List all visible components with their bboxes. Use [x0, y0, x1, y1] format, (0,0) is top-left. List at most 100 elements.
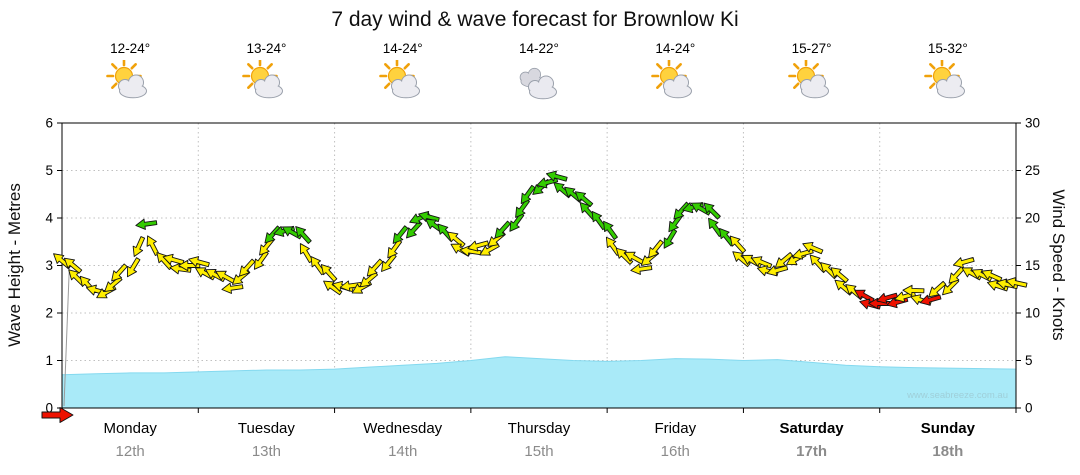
wind-arrow — [574, 191, 594, 208]
wind-arrow-glyph — [630, 263, 653, 275]
wind-arrow-glyph — [820, 262, 838, 280]
wind-arrow — [494, 220, 511, 239]
cloud-part — [938, 85, 964, 97]
day-date: 12th — [115, 443, 145, 460]
sun-ray — [792, 63, 800, 70]
wave-height-line — [61, 356, 1017, 376]
sun-ray — [111, 82, 118, 89]
day-name: Saturday — [779, 420, 844, 437]
wind-arrow-glyph — [729, 235, 747, 254]
wind-arrow-glyph — [447, 231, 466, 248]
start-marker-arrow-glyph — [41, 407, 74, 423]
wind-arrow — [603, 220, 618, 240]
wind-arrow — [919, 294, 942, 306]
temperature-range: 14-24° — [382, 41, 423, 56]
wind-arrow — [545, 170, 568, 182]
sun-ray — [675, 63, 683, 70]
wind-arrow — [876, 292, 898, 304]
wind-arrow-glyph — [928, 280, 947, 298]
temperature-range: 15-32° — [927, 41, 968, 56]
wind-arrow-glyph — [392, 225, 409, 244]
sun-behind-cloud-icon — [378, 58, 420, 99]
weather-icon — [103, 58, 157, 106]
left-axis-tick-label: 0 — [45, 401, 53, 416]
sun-ray — [656, 82, 663, 89]
temperature-range: 15-27° — [791, 41, 832, 56]
right-axis-title: Wind Speed - Knots — [1049, 189, 1068, 341]
wind-arrow-glyph — [876, 292, 898, 304]
wind-arrow-glyph — [169, 263, 192, 275]
wind-arrow — [63, 257, 83, 274]
wind-arrow — [952, 257, 975, 269]
wind-arrow — [630, 263, 653, 275]
weather-icon — [921, 58, 975, 106]
sun-behind-cloud-icon — [106, 58, 148, 99]
wind-arrow-glyph — [127, 257, 141, 278]
wind-arrow — [320, 264, 338, 282]
wind-arrow-glyph — [135, 218, 158, 230]
day-name: Monday — [103, 420, 157, 437]
day-date: 15th — [524, 443, 554, 460]
wind-arrow — [732, 251, 751, 268]
wind-arrow-glyph — [703, 202, 721, 220]
day-name: Thursday — [507, 420, 571, 437]
wind-arrow — [366, 258, 384, 277]
wind-arrow — [766, 265, 789, 277]
wind-arrow-glyph — [264, 225, 281, 244]
left-axis-title: Wave Height - Metres — [5, 183, 24, 347]
wind-arrow — [406, 220, 423, 239]
cloud-part — [801, 85, 828, 97]
temperature-range: 13-24° — [246, 41, 287, 56]
wind-arrow-glyph — [188, 256, 210, 268]
start-marker-arrow — [41, 407, 74, 423]
wind-arrow — [264, 225, 281, 244]
wind-arrow-glyph — [239, 258, 256, 277]
sun-ray — [948, 63, 955, 70]
wind-arrow-glyph — [732, 251, 751, 268]
sun-ray — [130, 63, 138, 70]
sun-ray — [247, 82, 254, 89]
cloud-part — [530, 86, 556, 98]
cloud-part — [120, 85, 146, 97]
wind-arrow — [830, 267, 849, 284]
sun-behind-cloud-icon — [242, 58, 284, 99]
cloud — [254, 74, 284, 99]
wind-arrow-glyph — [774, 252, 794, 268]
clouds-icon — [519, 67, 557, 100]
sun-ray — [928, 63, 936, 70]
wind-arrow-glyph — [615, 247, 634, 265]
wind-arrow-glyph — [295, 226, 312, 244]
wind-arrow — [751, 256, 773, 269]
sun-ray — [383, 63, 391, 70]
sun-ray — [792, 82, 800, 89]
weather-icon — [512, 60, 566, 106]
wind-arrow-glyph — [919, 294, 942, 306]
wind-arrow — [467, 240, 490, 252]
wind-arrow-glyph — [751, 256, 773, 269]
sun-ray — [403, 63, 410, 70]
cloud — [799, 74, 829, 99]
chart-title: 7 day wind & wave forecast for Brownlow … — [331, 8, 739, 31]
temperature-range: 12-24° — [110, 41, 151, 56]
wind-arrow — [902, 284, 925, 297]
wind-arrow-glyph — [792, 248, 814, 260]
cloud — [935, 74, 965, 99]
day-name: Tuesday — [237, 420, 295, 437]
sun-ray — [111, 63, 118, 70]
wind-arrow-glyph — [802, 241, 824, 255]
wind-arrow-glyph — [221, 282, 244, 294]
wind-arrow — [135, 218, 158, 230]
wind-arrow — [648, 239, 664, 259]
day-name: Friday — [654, 420, 697, 437]
wind-arrow — [111, 263, 128, 282]
right-axis-tick-label: 5 — [1025, 353, 1033, 368]
wind-arrow-glyph — [603, 220, 618, 240]
sun-ray — [247, 63, 254, 70]
wind-arrow — [792, 248, 814, 260]
wind-arrow-glyph — [766, 265, 789, 277]
wind-arrow — [221, 282, 244, 294]
wind-arrow — [520, 184, 536, 204]
wind-arrow — [281, 226, 303, 240]
temperature-range: 14-22° — [519, 41, 559, 56]
